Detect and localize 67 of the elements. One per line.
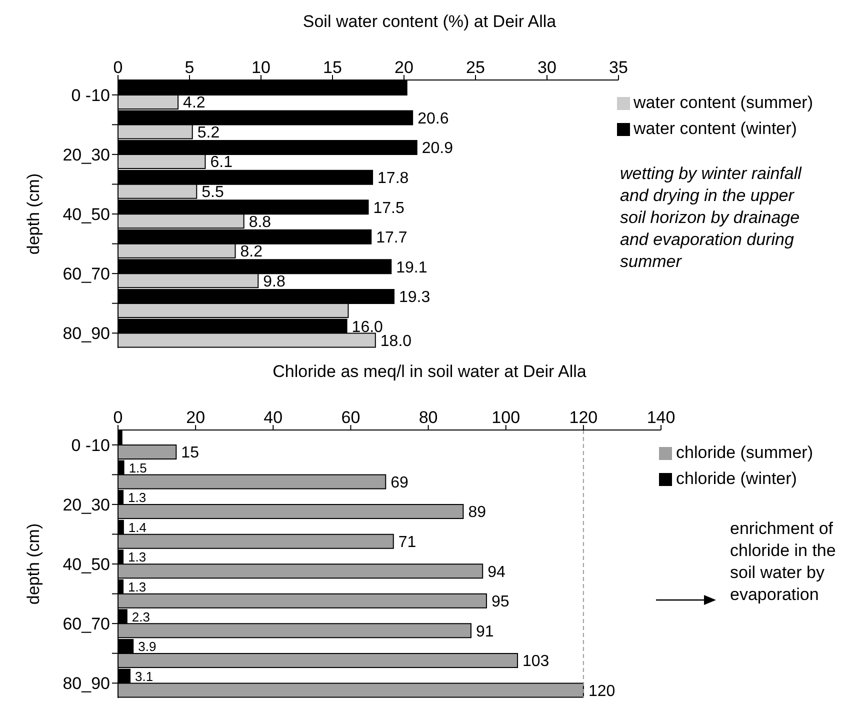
data-label: 9.8: [263, 273, 286, 290]
x-tick-label: 20: [186, 408, 206, 427]
data-label: 15: [181, 444, 200, 462]
data-label: 20.6: [418, 110, 449, 128]
x-tick-label: 0: [113, 58, 123, 77]
y-tick-label: 20_30: [62, 495, 110, 514]
data-label: 17.8: [378, 170, 409, 188]
data-label: 1.5: [128, 460, 147, 476]
y-tick-label: 80_90: [62, 324, 110, 344]
data-label: 1.3: [128, 490, 146, 506]
legend-label: water content (winter): [634, 119, 797, 138]
data-label: 19.1: [396, 259, 428, 276]
data-label: 1.3: [128, 580, 146, 595]
text: enrichment of chloride in the soil water by evaporation: [730, 518, 837, 606]
x-tick-label: 40: [264, 408, 283, 427]
legend-label: chloride (winter): [676, 469, 797, 488]
x-tick-label: 15: [323, 58, 342, 77]
data-label: 17.7: [376, 230, 408, 247]
data-label: 2.3: [132, 609, 150, 624]
y-axis-title: depth (cm): [24, 523, 44, 605]
text: wetting by winter rainfall and drying in the upper soil horizon by drainage and evaporation during summer: [620, 163, 803, 273]
y-tick-label: 60_70: [62, 264, 110, 284]
x-tick-label: 30: [538, 58, 556, 77]
x-tick-label: 140: [646, 408, 676, 427]
x-tick-label: 10: [252, 58, 270, 77]
x-tick-label: 120: [569, 408, 598, 427]
data-label: 20.9: [422, 140, 454, 158]
legend-label: water content (summer): [634, 93, 813, 112]
data-label: 8.2: [240, 244, 263, 261]
data-label: 91: [476, 623, 494, 640]
data-label: 1.4: [128, 520, 147, 535]
y-tick-label: 60_70: [62, 614, 110, 634]
data-label: 5.5: [202, 184, 224, 202]
data-label: 3.1: [135, 668, 154, 684]
y-axis-title: depth (cm): [24, 173, 44, 255]
data-label: 8.8: [248, 214, 272, 231]
data-label: 71: [398, 534, 416, 552]
legend-label: chloride (summer): [676, 443, 813, 462]
x-tick-label: 25: [466, 58, 485, 77]
data-label: 3.9: [138, 639, 156, 654]
x-tick-label: 100: [492, 408, 520, 427]
x-tick-label: 20: [394, 58, 414, 77]
data-label: 95: [491, 594, 510, 611]
data-label: 4.2: [183, 94, 206, 112]
y-tick-label: 80_90: [62, 674, 110, 694]
chart-title: Chloride as meq/l in soil water at Deir Alla: [272, 362, 588, 382]
x-tick-label: 60: [341, 408, 360, 427]
y-tick-label: 0 -10: [71, 436, 110, 455]
data-label: 103: [522, 653, 550, 670]
data-label: 17.5: [373, 200, 404, 217]
x-tick-label: 80: [418, 408, 438, 427]
chart-title: Soil water content (%) at Deir Alla: [302, 12, 558, 32]
data-label: 89: [468, 504, 486, 522]
data-label: 19.3: [398, 289, 430, 306]
data-label: 69: [390, 474, 409, 492]
data-label: 120: [588, 682, 616, 700]
data-label: 6.1: [210, 154, 233, 172]
data-label: 94: [488, 564, 506, 581]
y-tick-label: 40_50: [62, 205, 110, 224]
data-label: 5.2: [197, 124, 220, 142]
x-tick-label: 5: [184, 58, 194, 77]
y-tick-label: 0 -10: [71, 86, 110, 105]
y-tick-label: 40_50: [62, 555, 110, 574]
x-tick-label: 35: [609, 58, 628, 77]
x-tick-label: 0: [113, 408, 123, 427]
y-tick-label: 20_30: [62, 145, 110, 164]
data-label: 1.3: [128, 550, 146, 565]
